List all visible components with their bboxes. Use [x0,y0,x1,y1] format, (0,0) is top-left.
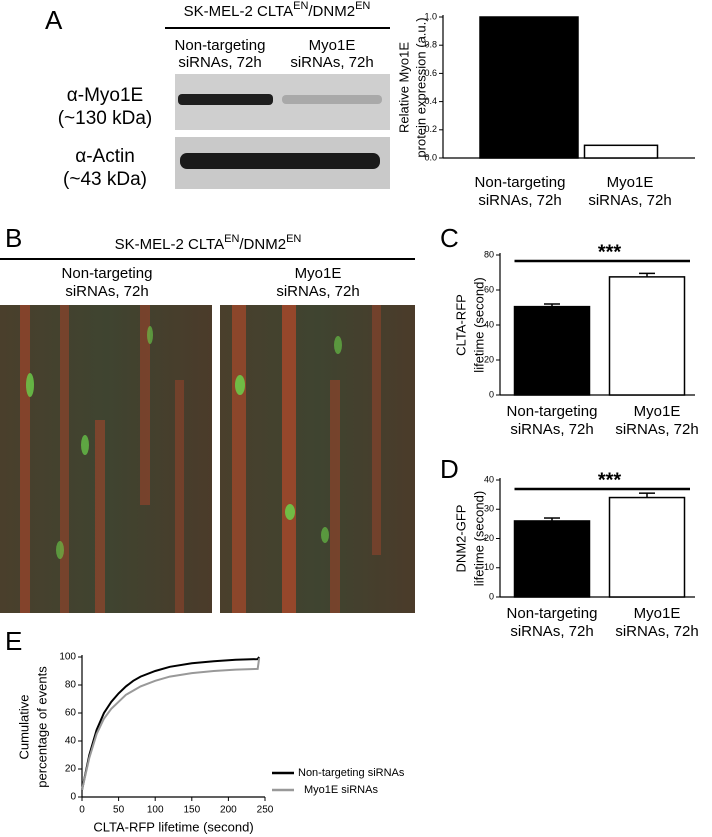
panel-label: D [440,454,459,484]
header-part: SK-MEL-2 CLTA [115,236,224,253]
y-tick-label: 60 [65,708,77,719]
column-label: siRNAs, 72h [178,54,261,71]
series-line [81,658,261,791]
x-tick-label: 0 [79,805,85,816]
y-axis-label: lifetime (second) [471,277,486,372]
bar [479,16,579,159]
y-tick-label: 40 [484,474,494,484]
y-tick-label: 0.6 [424,68,437,78]
header-part: /DNM2 [239,236,286,253]
bar [608,276,686,396]
y-tick-label: 0.4 [424,96,437,106]
y-tick-label: 40 [484,319,494,329]
y-tick-label: 0 [489,591,494,601]
x-tick-label: Myo1E [607,174,654,191]
x-tick-label: siRNAs, 72h [510,623,593,640]
header-part: /DNM2 [308,3,355,20]
row-label: (~43 kDa) [63,169,147,190]
column-label: Myo1E [295,265,342,282]
x-axis-label: CLTA-RFP lifetime (second) [93,819,253,834]
blot [175,74,390,189]
header-part: SK-MEL-2 CLTA [184,3,293,20]
column-label: siRNAs, 72h [65,283,148,300]
panel-label: C [440,223,459,253]
y-tick-label: 80 [65,680,77,691]
y-axis-label: Cumulative [16,694,31,759]
kymo-header: SK-MEL-2 CLTAEN/DNM2EN [115,233,302,253]
row-label: α-Myo1E [67,85,143,106]
x-tick-label: siRNAs, 72h [615,421,698,438]
x-tick-label: 50 [113,805,125,816]
y-tick-label: 20 [65,764,77,775]
header-sup: EN [224,233,239,245]
y-tick-label: 0.8 [424,40,437,50]
x-tick-label: Myo1E [634,403,681,420]
column-label: Myo1E [309,37,356,54]
y-tick-label: 0 [489,389,494,399]
y-tick-label: 0 [70,792,76,803]
y-tick-label: 80 [484,249,494,259]
row-label: (~130 kDa) [58,108,153,129]
x-tick-label: Non-targeting [507,403,598,420]
y-axis-label: Relative Myo1E [396,42,411,133]
kymograph [0,305,415,613]
y-axis-label: CLTA-RFP [453,294,468,356]
y-tick-label: 0.2 [424,124,437,134]
header-sup: EN [293,0,308,12]
x-tick-label: siRNAs, 72h [510,421,593,438]
series-line [81,656,260,791]
y-axis-label: protein expression (a.u.) [413,17,428,157]
y-tick-label: 1.0 [424,11,437,21]
y-tick-label: 0.0 [424,152,437,162]
x-tick-label: 100 [147,805,164,816]
header-sup: EN [286,233,301,245]
bar [513,520,591,598]
x-tick-label: Myo1E [634,605,681,622]
y-axis-label: DNM2-GFP [453,505,468,573]
panel-label: E [5,626,22,656]
column-label: siRNAs, 72h [276,283,359,300]
y-tick-label: 30 [484,504,494,514]
y-tick-label: 100 [59,652,76,663]
x-tick-label: 200 [220,805,237,816]
y-tick-label: 10 [484,562,494,572]
x-tick-label: 250 [257,805,274,816]
y-tick-label: 60 [484,284,494,294]
x-tick-label: Non-targeting [507,605,598,622]
column-label: siRNAs, 72h [290,54,373,71]
panel-label: A [45,5,63,35]
y-axis-label: lifetime (second) [471,491,486,586]
y-tick-label: 20 [484,533,494,543]
row-label: α-Actin [75,146,135,167]
column-label: Non-targeting [62,265,153,282]
significance-label: *** [598,469,622,491]
panel-label: B [5,223,22,253]
y-axis-label: percentage of events [34,666,49,788]
legend-label: Non-targeting siRNAs [298,767,405,779]
x-tick-label: siRNAs, 72h [615,623,698,640]
header-sup: EN [355,0,370,12]
legend-label: Myo1E siRNAs [304,784,378,796]
bar [608,496,686,598]
blot-header: SK-MEL-2 CLTAEN/DNM2EN [184,0,371,20]
x-tick-label: Non-targeting [475,174,566,191]
bar [513,305,591,396]
column-label: Non-targeting [175,37,266,54]
x-tick-label: siRNAs, 72h [478,192,561,209]
x-tick-label: siRNAs, 72h [588,192,671,209]
y-tick-label: 20 [484,354,494,364]
y-tick-label: 40 [65,736,77,747]
bar [583,144,659,159]
x-tick-label: 150 [183,805,200,816]
significance-label: *** [598,241,622,263]
